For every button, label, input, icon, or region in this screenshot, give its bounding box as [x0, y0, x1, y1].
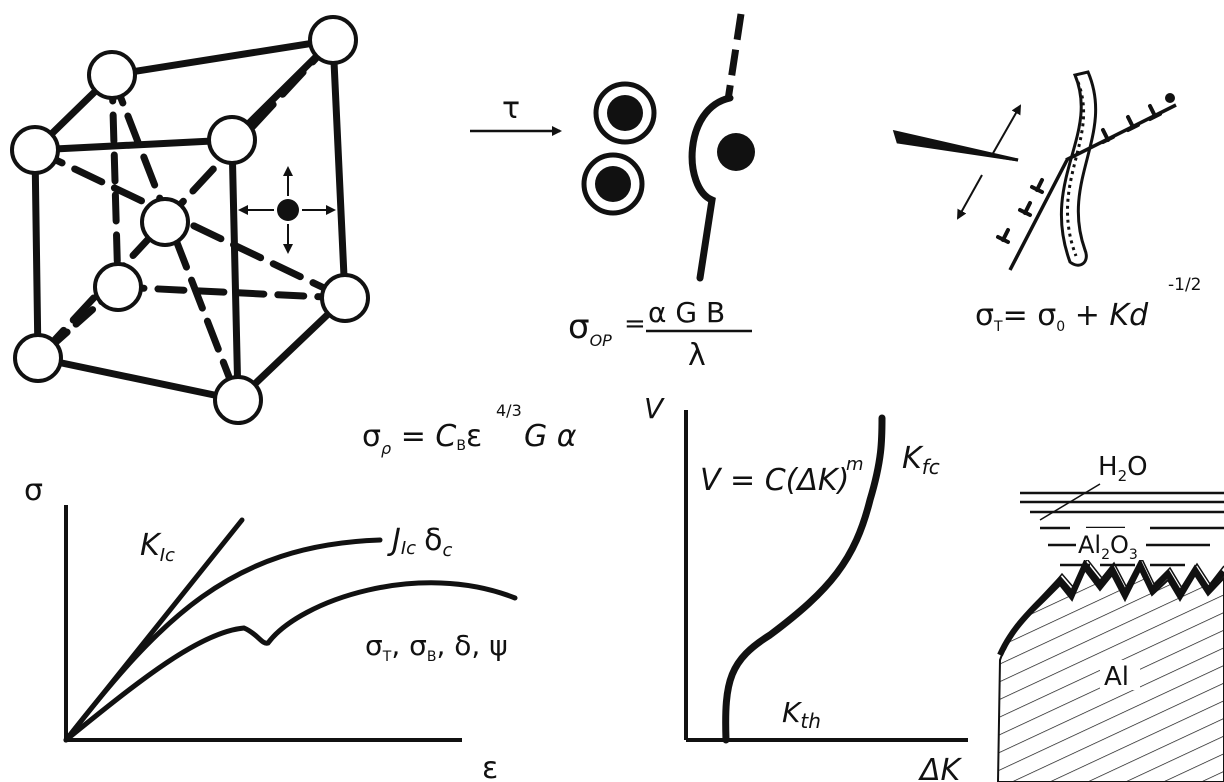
atom [10, 125, 60, 175]
atom [93, 262, 143, 312]
oxide-label: Al2O3 [1078, 531, 1138, 563]
svg-text:σT, σB, δ, ψ: σT, σB, δ, ψ [365, 629, 508, 665]
svg-text:Kfc: Kfc [902, 441, 940, 479]
atom [13, 333, 63, 383]
strain-hardening-formula: σρ = CBε 4/3 G α [362, 401, 577, 458]
svg-text:λ: λ [688, 338, 706, 373]
j1c-curve [63, 537, 383, 743]
svg-text:KIc: KIc [140, 528, 175, 566]
lattice-atoms [10, 15, 370, 425]
atom [213, 375, 263, 425]
ductile-curve [63, 580, 518, 743]
bcc-lattice-cell [31, 36, 349, 404]
svg-text:σρ = CBε: σρ = CBε [362, 419, 482, 458]
metal-label: Al [1104, 662, 1129, 692]
oxide-layer-lines [1020, 483, 1224, 567]
svg-text:σT= σ0 + Kd: σT= σ0 + Kd [975, 298, 1149, 335]
hall-petch-formula: σT= σ0 + Kd -1/2 [975, 275, 1202, 335]
svg-text:α G B: α G B [648, 296, 725, 329]
interstitial-atom [238, 166, 336, 254]
v-axis-label: V [644, 392, 665, 425]
orowan-mechanism [581, 13, 755, 282]
sigma-axis-label: σ [24, 473, 43, 508]
svg-text:=: = [624, 309, 646, 339]
svg-text:V = C(ΔK): V = C(ΔK) [700, 463, 849, 498]
grain-boundary-pileup [892, 70, 1177, 271]
delta-k-axis-label: ΔK [918, 753, 963, 782]
stress-strain-diagram: σ ε KIc JIc δc σT, σB, δ, ψ [24, 473, 518, 782]
shear-stress-arrow: τ [470, 91, 562, 136]
corrosion-layers-diagram: H2O Al2O3 Al [996, 452, 1224, 782]
atom [140, 197, 190, 247]
svg-text:G α: G α [524, 419, 577, 454]
svg-text:Kth: Kth [782, 696, 821, 733]
atom [87, 50, 137, 100]
svg-text:m: m [846, 454, 864, 475]
crack-growth-curve [722, 414, 886, 744]
svg-text:4/3: 4/3 [496, 401, 522, 420]
atom [320, 273, 370, 323]
atom [308, 15, 358, 65]
tau-label: τ [502, 91, 520, 126]
water-label: H2O [1098, 452, 1148, 485]
epsilon-axis-label: ε [482, 751, 498, 782]
fatigue-crack-growth-diagram: V ΔK V = C(ΔK) m Kfc Kth [644, 392, 968, 782]
orowan-formula: σOP = α G B λ [568, 296, 752, 373]
svg-text:σOP: σOP [568, 307, 612, 350]
atom [207, 115, 257, 165]
svg-text:-1/2: -1/2 [1168, 275, 1202, 295]
